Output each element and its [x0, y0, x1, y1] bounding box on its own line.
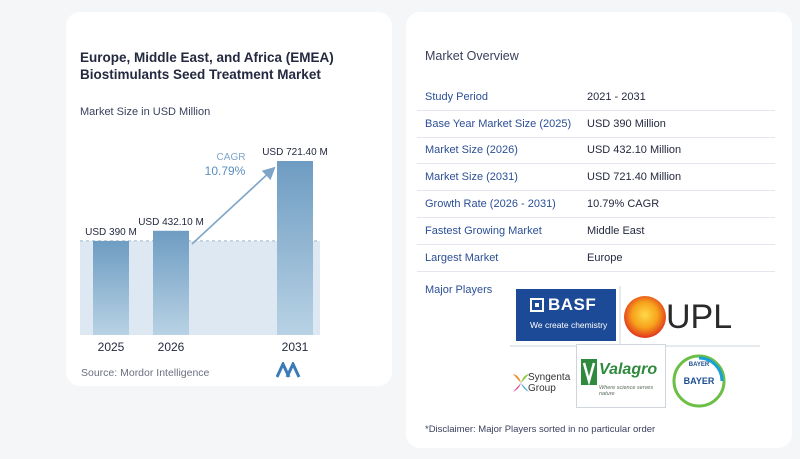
overview-row-study-period: Study Period 2021 - 2031 [417, 84, 775, 111]
row-key: Study Period [425, 90, 488, 103]
row-value: USD 390 Million [587, 117, 666, 130]
syngenta-group: Group [528, 383, 556, 394]
valagro-tagline: Where science serves nature [599, 385, 654, 397]
overview-row-base-year: Base Year Market Size (2025) USD 390 Mill… [417, 111, 775, 138]
bayer-vertical: BAYER [689, 362, 710, 368]
row-key: Growth Rate (2026 - 2031) [425, 198, 556, 211]
bayer-horizontal: BAYER [684, 376, 715, 386]
row-key: Market Size (2031) [425, 171, 518, 184]
data-label-2026: USD 432.10 M [138, 217, 204, 228]
valagro-wordmark: Valagro [599, 361, 658, 378]
row-key: Market Size (2026) [425, 144, 518, 157]
upl-sun-icon [624, 296, 666, 338]
upl-wordmark: UPL [666, 298, 733, 336]
row-key: Base Year Market Size (2025) [425, 117, 572, 130]
row-value: 10.79% CAGR [587, 198, 660, 211]
bar-2026 [153, 230, 189, 335]
source-note: Source: Mordor Intelligence [81, 367, 210, 379]
valagro-leaf-icon [581, 359, 597, 385]
disclaimer: *Disclaimer: Major Players sorted in no … [425, 424, 656, 435]
row-key: Fastest Growing Market [425, 224, 542, 237]
row-value: Europe [587, 251, 623, 264]
row-value: 2021 - 2031 [587, 90, 646, 103]
chart-subtitle: Market Size in USD Million [80, 106, 211, 118]
valagro-logo: Valagro Where science serves nature [576, 344, 666, 408]
cagr-value: 10.79% [205, 164, 246, 178]
basf-logo: BASF We create chemistry [516, 289, 616, 341]
basf-mark-icon [530, 298, 544, 312]
chart-title: Europe, Middle East, and Africa (EMEA) B… [80, 50, 334, 82]
x-tick-2026: 2026 [158, 340, 185, 354]
x-tick-2031: 2031 [282, 340, 309, 354]
row-key: Largest Market [425, 251, 499, 264]
bar-2025 [93, 240, 129, 335]
mordor-logo-icon [276, 362, 301, 378]
overview-title: Market Overview [425, 49, 519, 63]
syngenta-wordmark: Syngenta Group [528, 372, 570, 394]
syngenta-leaf-icon [513, 374, 529, 392]
cagr-label: CAGR [217, 152, 246, 163]
data-label-2031: USD 721.40 M [262, 147, 328, 158]
basf-tagline: We create chemistry [530, 320, 608, 330]
bar-2031 [277, 161, 313, 335]
overview-table: Study Period 2021 - 2031 Base Year Market… [417, 84, 775, 272]
syngenta-name: Syngenta [528, 372, 571, 383]
row-value: USD 721.40 Million [587, 171, 682, 184]
overview-row-fastest-growing: Fastest Growing Market Middle East [417, 218, 775, 245]
row-value: USD 432.10 Million [587, 144, 682, 157]
overview-row-size-2026: Market Size (2026) USD 432.10 Million [417, 138, 775, 165]
overview-row-size-2031: Market Size (2031) USD 721.40 Million [417, 164, 775, 192]
major-players-label: Major Players [425, 284, 493, 296]
row-value: Middle East [587, 224, 645, 237]
overview-row-growth-rate: Growth Rate (2026 - 2031) 10.79% CAGR [417, 191, 775, 218]
cagr-arrow [191, 166, 276, 245]
overview-row-largest-market: Largest Market Europe [417, 245, 775, 272]
x-tick-2025: 2025 [98, 340, 125, 354]
bayer-cross-icon: BAYER BAYER [672, 354, 726, 408]
data-label-2025: USD 390 M [85, 227, 137, 238]
basf-wordmark: BASF [548, 295, 597, 314]
